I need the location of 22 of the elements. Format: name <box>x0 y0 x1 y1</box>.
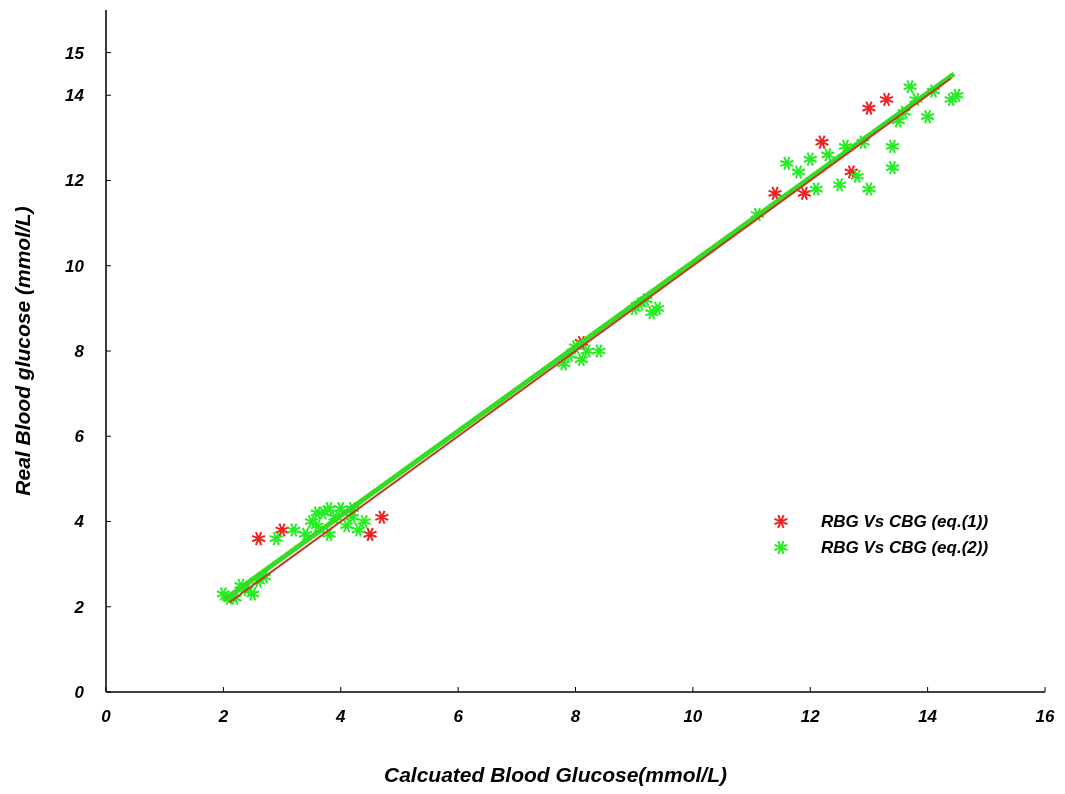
y-tick-label: 0 <box>74 682 85 702</box>
y-tick-label: 15 <box>65 43 85 63</box>
y-axis-title: Real Blood glucose (mmol/L) <box>11 206 34 496</box>
x-tick-label: 0 <box>101 707 112 726</box>
legend-label: RBG Vs CBG (eq.(1)) <box>820 512 989 532</box>
x-tick-label: 6 <box>453 707 464 726</box>
x-tick-label: 16 <box>1035 707 1055 726</box>
x-tick-label: 14 <box>918 707 938 726</box>
y-tick-label: 6 <box>74 427 85 447</box>
x-tick-label: 2 <box>217 707 229 726</box>
y-tick-label: 14 <box>65 86 85 106</box>
x-tick-label: 4 <box>335 707 347 726</box>
y-tick-label: 12 <box>65 171 85 191</box>
x-tick-label: 10 <box>683 707 703 726</box>
y-tick-label: 8 <box>74 341 85 361</box>
legend-label: RBG Vs CBG (eq.(2)) <box>820 538 989 558</box>
y-tick-label: 4 <box>73 512 85 532</box>
x-tick-label: 12 <box>800 707 821 726</box>
y-tick-label: 2 <box>73 597 85 617</box>
x-axis-title: Calcuated Blood Glucose(mmol/L) <box>383 763 728 786</box>
x-tick-label: 8 <box>570 707 581 726</box>
y-tick-label: 10 <box>65 256 85 276</box>
